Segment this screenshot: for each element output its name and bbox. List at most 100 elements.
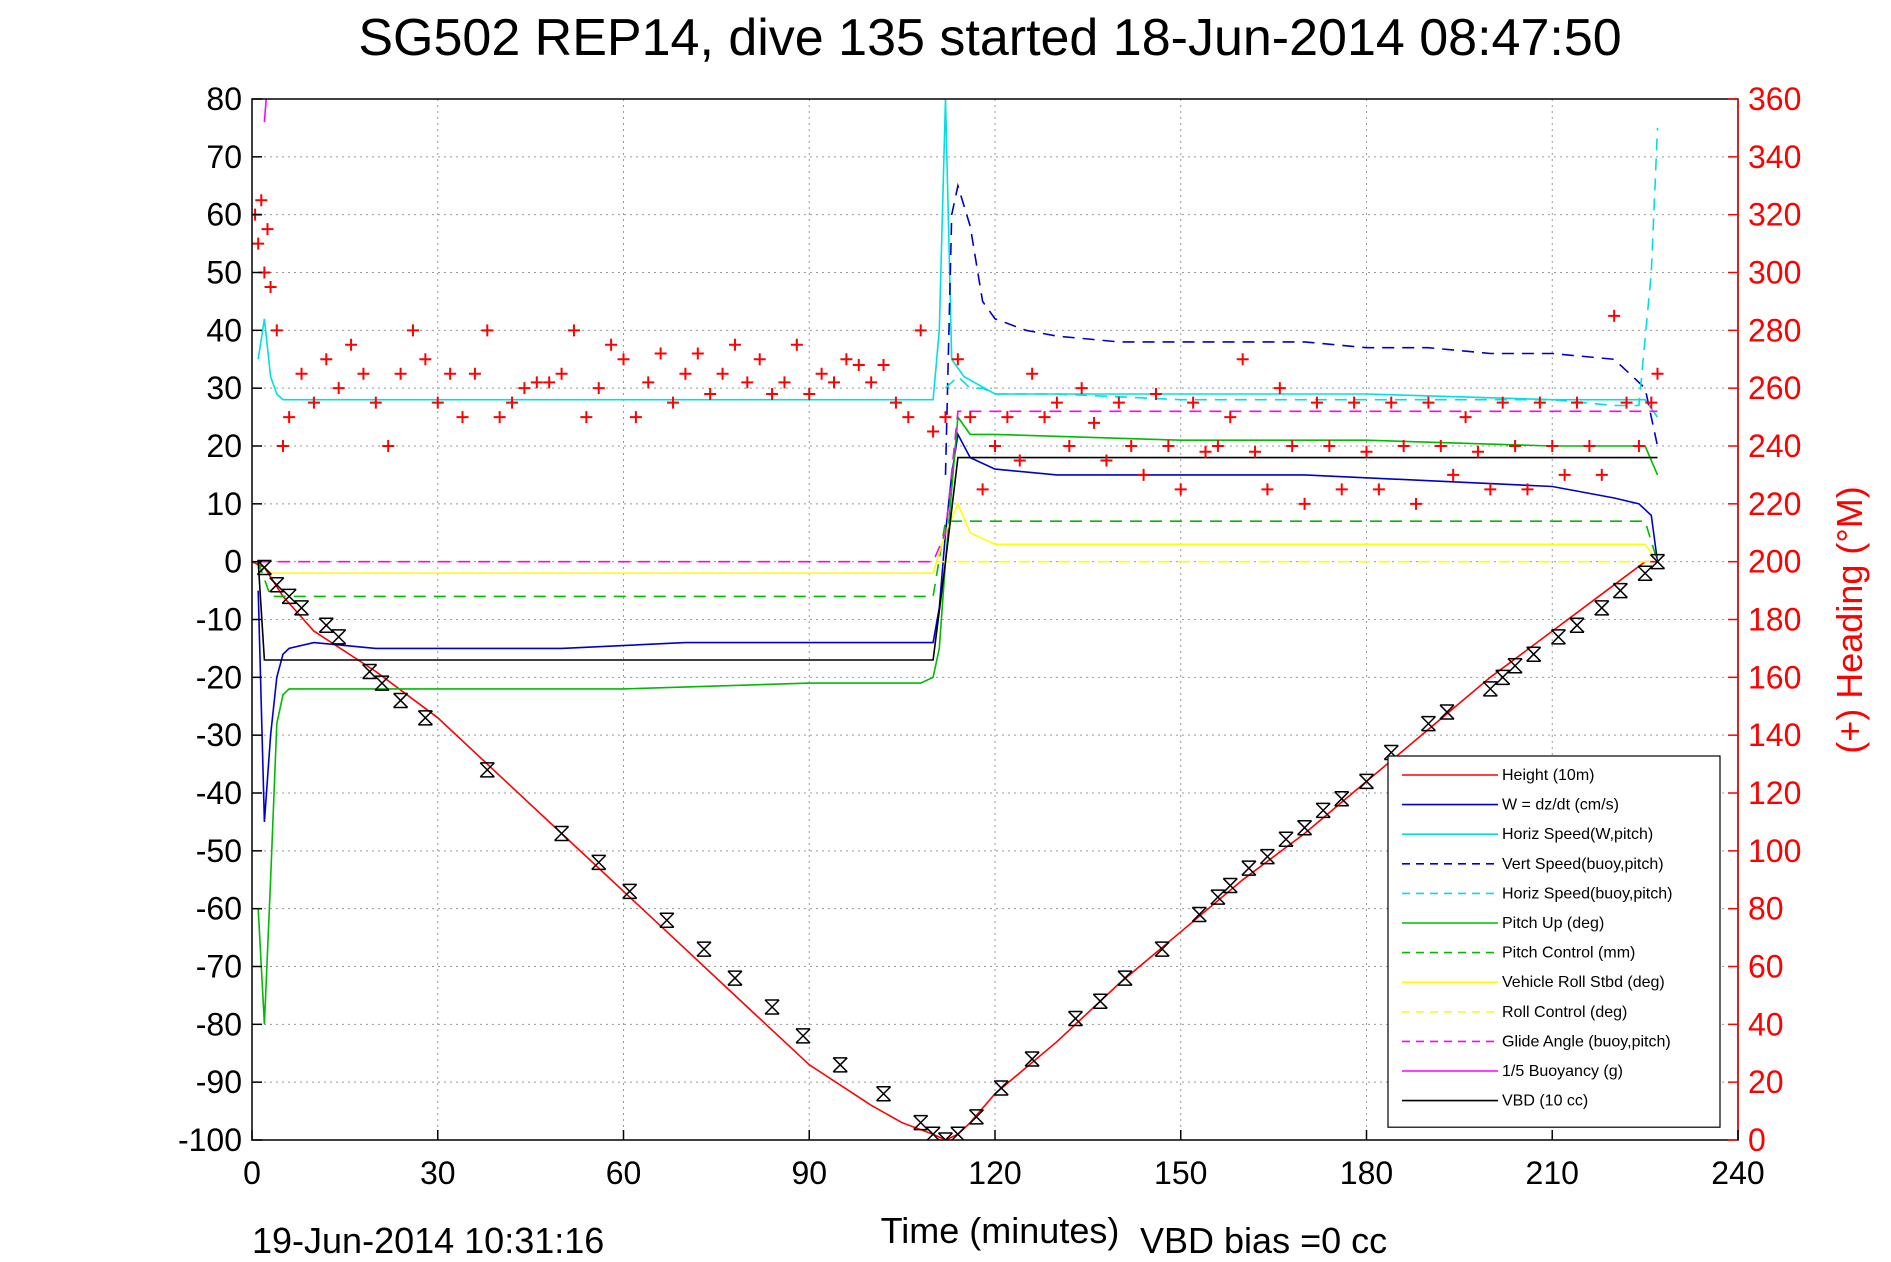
series-data-markers (256, 553, 1666, 1140)
heading-point (1459, 411, 1472, 424)
data-marker (393, 692, 409, 709)
heading-point (1471, 445, 1484, 458)
right-tick-label: 360 (1748, 81, 1801, 117)
data-marker (1594, 600, 1610, 616)
heading-point (951, 353, 964, 366)
heading-point (1187, 396, 1200, 409)
heading-point (518, 382, 531, 395)
heading-point (753, 353, 766, 366)
right-tick-label: 20 (1748, 1064, 1784, 1100)
left-tick-label: -60 (196, 891, 242, 927)
heading-point (1199, 445, 1212, 458)
left-tick-label: -50 (196, 833, 242, 869)
heading-point (332, 382, 345, 395)
right-tick-label: 240 (1748, 428, 1801, 464)
heading-point (1236, 353, 1249, 366)
heading-point (555, 367, 568, 380)
left-axis-ticks: 80 70 60 50 40 30 20 10 0 -10 -20 -30 -40 -50 -60 -70 -8… (178, 81, 262, 1158)
left-tick-label: -100 (178, 1122, 242, 1158)
heading-point (1298, 497, 1311, 510)
data-marker (950, 1126, 966, 1140)
heading-point (1385, 396, 1398, 409)
data-marker (1278, 831, 1294, 848)
heading-point (1026, 367, 1039, 380)
data-marker (1439, 704, 1455, 720)
series-height-10m (252, 560, 1658, 1140)
heading-point (976, 483, 989, 496)
heading-point (1249, 445, 1262, 458)
heading-point (1509, 440, 1522, 452)
series-horiz-speed-w-pitch (257, 99, 1659, 418)
heading-point (406, 324, 419, 337)
left-tick-label: 50 (206, 255, 242, 291)
x-axis-label: Time (minutes) (881, 1210, 1120, 1251)
data-marker (795, 1028, 811, 1044)
data-marker (1334, 791, 1350, 807)
series-vbd-10-cc (257, 456, 1658, 661)
data-marker (1649, 553, 1666, 570)
heading-point (1595, 468, 1608, 481)
heading-point (1558, 468, 1571, 481)
series-pitch-control-mm-line (257, 520, 1659, 598)
legend-label: Height (10m) (1502, 767, 1594, 784)
heading-point (1286, 440, 1299, 452)
data-marker (374, 675, 390, 691)
heading-point (1632, 440, 1645, 452)
legend-label: Pitch Up (deg) (1502, 915, 1604, 932)
x-tick-label: 0 (243, 1155, 261, 1191)
data-marker (256, 559, 272, 576)
heading-point (790, 338, 803, 351)
heading-point (1546, 440, 1559, 452)
left-tick-label: -80 (196, 1006, 242, 1042)
heading-point (1620, 396, 1633, 409)
legend-label: Vehicle Roll Stbd (deg) (1502, 974, 1665, 991)
data-marker (1383, 744, 1399, 761)
data-marker (764, 999, 780, 1015)
left-tick-label: 30 (206, 370, 242, 406)
right-tick-label: 320 (1748, 197, 1801, 233)
series-layer (252, 99, 1666, 1140)
data-marker (1210, 889, 1226, 905)
heading-point (1323, 440, 1336, 452)
left-tick-label: 70 (206, 139, 242, 175)
series-vert-speed-buoy-pitch (944, 182, 1659, 475)
data-marker (1154, 941, 1170, 957)
data-marker (659, 912, 675, 928)
x-tick-label: 180 (1340, 1155, 1393, 1191)
heading-point (261, 223, 274, 236)
data-marker (1259, 848, 1275, 865)
heading-point (1496, 396, 1509, 409)
legend-label: Horiz Speed(buoy,pitch) (1502, 885, 1672, 902)
legend: Height (10m) W = dz/dt (cm/s) Horiz Speed(… (1387, 755, 1721, 1128)
data-marker (1495, 669, 1511, 686)
heading-point (704, 387, 717, 400)
footer-date: 19-Jun-2014 10:31:16 (252, 1220, 604, 1261)
right-tick-label: 60 (1748, 949, 1784, 985)
heading-point (852, 359, 865, 372)
heading-point (431, 396, 444, 409)
heading-point (481, 324, 494, 337)
heading-point (1608, 309, 1621, 322)
heading-point (270, 324, 283, 337)
series-pitch-up-deg-line (257, 414, 1659, 1025)
left-tick-label: -10 (196, 602, 242, 638)
heading-point (1310, 396, 1323, 409)
heading-point (877, 359, 890, 372)
heading-point (1050, 396, 1063, 409)
legend-label: Vert Speed(buoy,pitch) (1502, 856, 1664, 873)
heading-point (654, 347, 667, 360)
heading-point (1162, 440, 1175, 452)
data-marker (294, 600, 310, 616)
data-marker (281, 588, 297, 605)
heading-point (580, 411, 593, 424)
heading-point (803, 387, 816, 400)
data-marker (417, 710, 433, 726)
heading-point (419, 353, 432, 366)
heading-point (1137, 468, 1150, 481)
data-marker (1420, 715, 1436, 732)
heading-point (1447, 468, 1460, 481)
heading-point (1174, 483, 1187, 496)
heading-point (592, 382, 605, 395)
right-tick-label: 100 (1748, 833, 1801, 869)
